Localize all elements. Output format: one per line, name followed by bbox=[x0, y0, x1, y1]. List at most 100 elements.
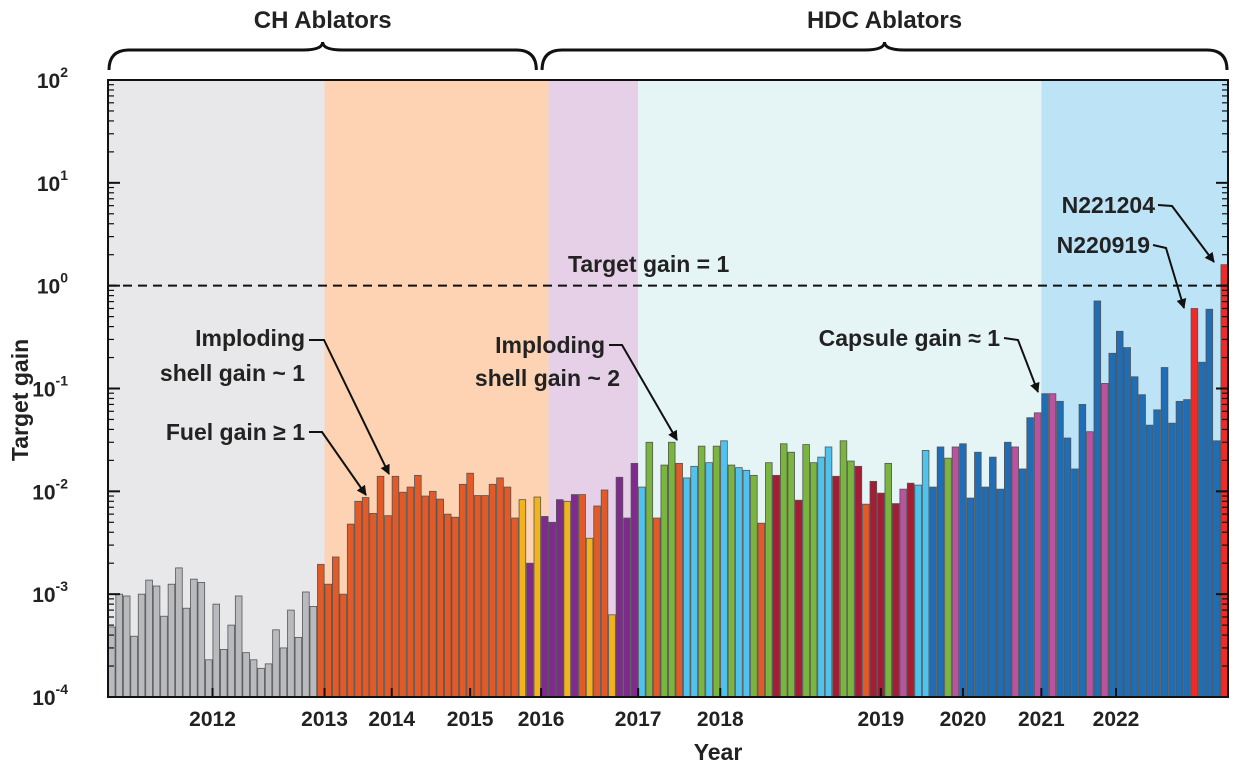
annotation-imploding-shell-2: Imploding shell gain ~ 2 bbox=[475, 332, 678, 441]
bar bbox=[473, 495, 482, 698]
y-tick-label: 102 bbox=[37, 64, 68, 93]
bar bbox=[1168, 422, 1176, 698]
bar bbox=[1004, 441, 1012, 698]
bar bbox=[585, 537, 594, 698]
bar bbox=[1190, 308, 1199, 698]
bar bbox=[526, 562, 534, 698]
group-brace bbox=[107, 41, 538, 71]
bar bbox=[1123, 347, 1131, 698]
bar bbox=[1033, 412, 1042, 698]
x-tick-label: 2020 bbox=[940, 708, 987, 731]
bar bbox=[1056, 400, 1064, 698]
bar bbox=[780, 443, 788, 698]
bar bbox=[384, 515, 392, 698]
bar bbox=[1145, 424, 1154, 698]
bar bbox=[638, 486, 646, 698]
bar bbox=[503, 486, 512, 698]
bar bbox=[615, 476, 624, 698]
bar bbox=[122, 595, 131, 698]
bar bbox=[1160, 367, 1169, 698]
bar bbox=[361, 497, 370, 698]
bar bbox=[287, 609, 295, 698]
bar bbox=[137, 593, 146, 698]
svg-text:shell gain ~ 1: shell gain ~ 1 bbox=[160, 360, 305, 386]
bar bbox=[720, 440, 728, 698]
bar bbox=[600, 489, 609, 698]
bar bbox=[511, 517, 519, 698]
bar bbox=[623, 517, 631, 698]
plot-frame bbox=[107, 79, 1229, 698]
bar bbox=[115, 593, 123, 698]
bar bbox=[496, 477, 504, 698]
bar bbox=[959, 443, 967, 698]
bar bbox=[989, 456, 997, 698]
bar bbox=[1101, 383, 1109, 698]
bar bbox=[541, 516, 549, 698]
annotation-imploding-shell-1: Imploding shell gain ~ 1 bbox=[160, 325, 390, 475]
bar bbox=[974, 451, 982, 698]
x-tick-label: 2022 bbox=[1093, 708, 1140, 731]
bar bbox=[832, 475, 840, 698]
bar bbox=[130, 635, 138, 698]
bar bbox=[451, 516, 459, 698]
bar bbox=[1041, 393, 1049, 698]
bar bbox=[249, 659, 258, 698]
y-tick-label: 10-1 bbox=[32, 373, 68, 402]
bar bbox=[227, 624, 235, 698]
bar bbox=[331, 556, 340, 698]
group-label: CH Ablators bbox=[254, 7, 392, 34]
bar bbox=[458, 483, 467, 698]
svg-text:Imploding: Imploding bbox=[495, 332, 605, 358]
bar bbox=[899, 488, 907, 698]
bar bbox=[570, 494, 579, 698]
bar bbox=[324, 583, 332, 698]
bar bbox=[518, 499, 527, 698]
bar bbox=[294, 636, 303, 698]
bar bbox=[862, 503, 870, 698]
bar bbox=[682, 477, 691, 698]
x-tick-label: 2014 bbox=[368, 708, 415, 731]
bar bbox=[1153, 409, 1161, 698]
bar bbox=[1011, 446, 1019, 698]
bar bbox=[750, 474, 758, 698]
bar bbox=[854, 465, 863, 698]
bar bbox=[219, 649, 228, 698]
bar bbox=[981, 486, 990, 698]
svg-text:Capsule gain ≈ 1: Capsule gain ≈ 1 bbox=[819, 325, 1001, 351]
bar bbox=[966, 497, 975, 698]
bar bbox=[772, 474, 781, 698]
bar bbox=[1026, 417, 1034, 698]
bar bbox=[951, 446, 960, 698]
bar bbox=[317, 563, 325, 698]
bar bbox=[1220, 264, 1229, 698]
bar bbox=[302, 591, 310, 698]
bar bbox=[824, 446, 833, 698]
bar bbox=[108, 626, 116, 698]
bar bbox=[272, 629, 280, 698]
bar bbox=[697, 445, 706, 698]
bar bbox=[212, 603, 221, 698]
bar bbox=[944, 457, 952, 698]
bar bbox=[645, 441, 654, 698]
svg-text:Imploding: Imploding bbox=[195, 325, 305, 351]
y-tick-label: 101 bbox=[37, 167, 68, 196]
bar bbox=[996, 488, 1005, 698]
bar bbox=[914, 484, 922, 698]
bar bbox=[1116, 330, 1124, 698]
bar bbox=[279, 647, 288, 698]
bar bbox=[414, 474, 422, 698]
bar bbox=[802, 444, 810, 698]
bar bbox=[1093, 300, 1102, 698]
bar bbox=[675, 462, 683, 698]
bar bbox=[354, 500, 362, 698]
bar bbox=[660, 464, 669, 698]
group-brace bbox=[540, 41, 1229, 71]
bar bbox=[1071, 468, 1079, 698]
bar bbox=[167, 583, 176, 698]
bar bbox=[936, 446, 945, 698]
bar bbox=[653, 517, 661, 698]
bar bbox=[884, 462, 893, 698]
bar bbox=[257, 667, 265, 698]
bar bbox=[1213, 440, 1221, 698]
bar bbox=[892, 503, 900, 698]
